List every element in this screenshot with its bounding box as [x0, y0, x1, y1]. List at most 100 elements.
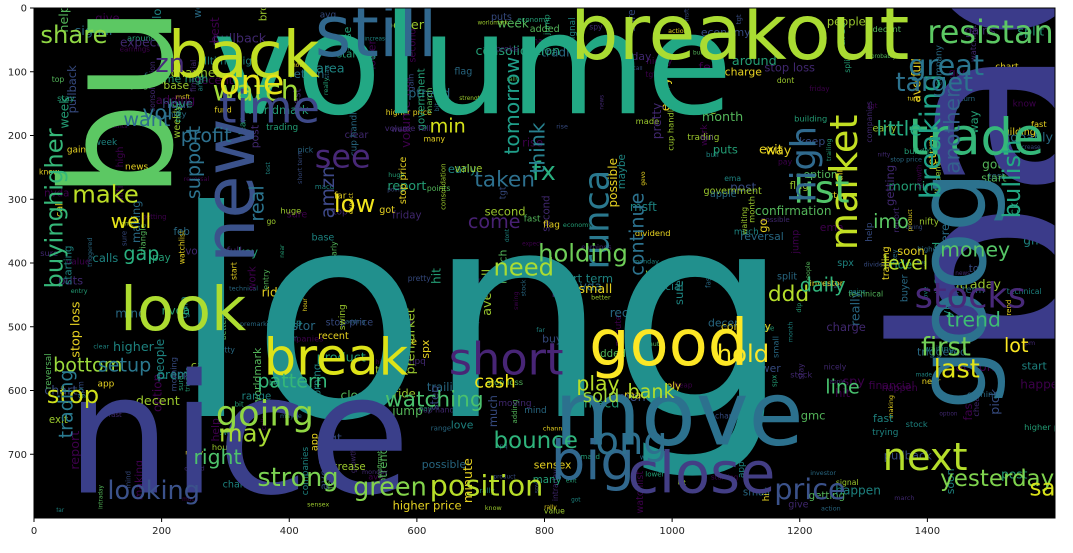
- word-fx: fx: [532, 157, 556, 187]
- x-tick-label: 200: [152, 526, 171, 537]
- filler-word: broke: [259, 0, 270, 21]
- filler-word: ave full: [480, 269, 495, 316]
- word-watching: watching: [385, 387, 484, 412]
- filler-word: monday: [617, 390, 669, 405]
- word-watch: watch: [213, 73, 299, 107]
- filler-word: really: [322, 77, 330, 95]
- filler-word: ave full: [317, 448, 331, 490]
- filler-word: base: [312, 233, 335, 244]
- filler-word: charge: [826, 320, 865, 334]
- word-support: support: [182, 125, 205, 199]
- filler-word: option: [939, 412, 958, 418]
- filler-word: small: [770, 336, 780, 358]
- filler-word: apple: [171, 370, 199, 381]
- filler-word: gmc: [801, 409, 826, 423]
- filler-word: buyer: [899, 275, 910, 303]
- word-gap: gap: [123, 242, 159, 265]
- y-axis: 0 100 200 300 400 500 600 700: [8, 4, 34, 461]
- filler-word: consolidation: [148, 61, 157, 112]
- filler-word: flag: [790, 181, 809, 192]
- word-new: new: [189, 118, 271, 263]
- filler-word: higher: [113, 340, 155, 355]
- filler-word: go: [756, 218, 770, 232]
- filler-word: work: [380, 298, 400, 308]
- filler-word: stop loss: [764, 61, 815, 75]
- filler-word: hpq: [409, 357, 426, 367]
- word-low: low: [334, 190, 375, 218]
- filler-word: best: [208, 17, 222, 43]
- filler-word: technical: [848, 290, 883, 299]
- filler-word: building: [998, 127, 1036, 138]
- filler-word: monday: [633, 257, 659, 265]
- filler-word: short term: [553, 272, 613, 286]
- filler-word: growth: [914, 165, 923, 189]
- filler-word: macd: [584, 396, 619, 411]
- filler-word: give: [949, 66, 972, 79]
- filler-word: entry: [71, 287, 88, 295]
- filler-word: swing: [220, 428, 242, 437]
- filler-word: sure: [672, 280, 686, 305]
- filler-word: much: [734, 227, 759, 237]
- filler-word: dip: [958, 230, 977, 244]
- filler-word: waiting: [924, 344, 954, 354]
- filler-word: short term: [296, 151, 304, 184]
- filler-word: much: [486, 395, 500, 427]
- filler-word: friday: [809, 84, 829, 93]
- filler-word: ave full: [910, 58, 924, 103]
- filler-word: call: [191, 359, 210, 372]
- filler-word: made: [916, 372, 933, 378]
- filler-word: app: [737, 461, 747, 478]
- filler-word: week: [497, 16, 529, 30]
- filler-word: rise: [522, 135, 543, 149]
- filler-word: top: [52, 75, 65, 84]
- filler-word: value: [66, 258, 90, 268]
- filler-word: decent: [708, 316, 745, 329]
- filler-word: strength: [459, 96, 484, 102]
- filler-word: worldmark: [477, 21, 508, 27]
- word-great: great: [908, 48, 984, 82]
- filler-word: channel: [223, 480, 261, 491]
- filler-word: nicely: [646, 57, 672, 67]
- filler-word: cheap: [671, 381, 693, 390]
- filler-word: apple: [829, 379, 845, 385]
- filler-word: trying: [906, 225, 923, 231]
- filler-word: making: [129, 200, 143, 243]
- filler-word: reversal: [44, 353, 54, 389]
- filler-word: second: [485, 205, 526, 219]
- filler-word: many: [533, 475, 562, 486]
- filler-word: better: [591, 294, 611, 302]
- filler-word: keep: [799, 135, 825, 148]
- filler-word: mind: [123, 471, 132, 489]
- filler-word: watchlist: [968, 24, 978, 62]
- filler-word: call: [633, 66, 643, 72]
- filler-word: triggered: [917, 346, 967, 359]
- x-tick-label: 400: [280, 526, 299, 537]
- x-tick-label: 1200: [787, 526, 812, 537]
- filler-word: premarket: [240, 320, 274, 328]
- filler-word: earnings: [967, 389, 1003, 399]
- filler-word: give: [95, 11, 119, 25]
- filler-word: lower: [751, 362, 781, 375]
- filler-word: hit: [835, 386, 850, 400]
- filler-word: higher price: [386, 108, 432, 117]
- filler-word: moving: [1012, 14, 1036, 22]
- filler-word: gains: [965, 23, 996, 37]
- filler-word: spx: [837, 258, 854, 269]
- filler-word: closed: [341, 388, 380, 402]
- filler-word: return: [289, 67, 324, 81]
- filler-word: go: [266, 217, 276, 226]
- filler-word: far: [56, 508, 65, 514]
- filler-word: love: [921, 287, 929, 300]
- filler-word: dip: [204, 260, 213, 271]
- filler-word: bull: [706, 150, 719, 159]
- y-tick-label: 700: [8, 450, 27, 461]
- filler-word: technical: [1007, 287, 1042, 296]
- filler-word: huge: [256, 70, 276, 79]
- filler-word: action: [956, 360, 995, 375]
- filler-word: month: [787, 322, 795, 343]
- filler-word: way: [967, 110, 981, 133]
- filler-word: bull: [693, 51, 704, 57]
- filler-word: give: [788, 499, 808, 510]
- word-trend: trend: [947, 308, 1001, 332]
- word-trading: trading: [54, 370, 77, 439]
